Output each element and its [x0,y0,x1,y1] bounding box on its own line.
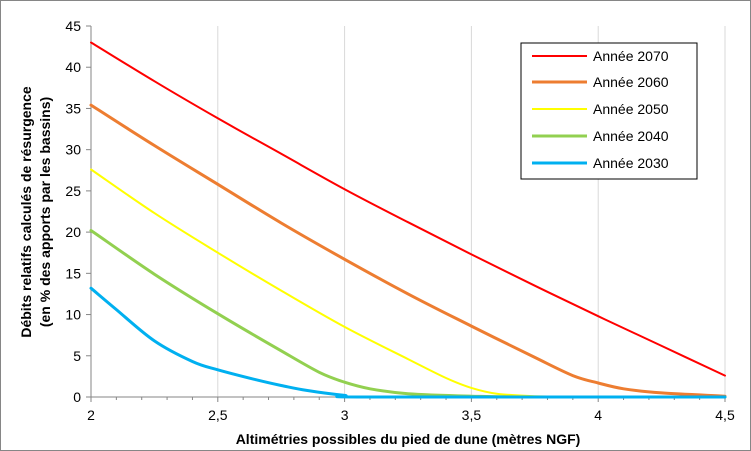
legend-box [520,42,698,180]
legend: Année 2070 Année 2060 Année 2050 Année 2… [520,42,698,180]
y-tick-label-15: 15 [65,265,81,281]
y-tick-label-0: 0 [73,389,81,405]
y-tick-label-20: 20 [65,224,81,240]
tick-labels: 0 5 10 15 20 25 30 35 40 45 2 2,5 3 3,5 4 4,5 [65,18,735,423]
y-tick-label-40: 40 [65,59,81,75]
legend-label-2050: Année 2050 [593,101,669,117]
series-line-année-2060 [89,103,727,398]
series-line-année-2030 [89,286,727,399]
y-tick-label-5: 5 [73,348,81,364]
x-tick-label-2: 2 [87,407,95,423]
x-tick-label-3,5: 3,5 [462,407,482,423]
y-axis-title-line2: (en % des apports par les bassins) [37,97,53,327]
series-lines [89,41,727,399]
y-tick-label-35: 35 [65,100,81,116]
legend-label-2070: Année 2070 [593,48,669,64]
x-tick-label-4,5: 4,5 [715,407,735,423]
legend-label-2030: Année 2030 [593,155,669,171]
legend-label-2040: Année 2040 [593,128,669,144]
y-tick-label-25: 25 [65,183,81,199]
legend-label-2060: Année 2060 [593,74,669,90]
x-tick-label-3: 3 [341,407,349,423]
y-tick-label-10: 10 [65,307,81,323]
x-tick-label-2,5: 2,5 [208,407,228,423]
y-axis-title-line1: Débits relatifs calculés de résurgence [18,86,34,338]
series-line-année-2070 [90,41,726,377]
y-tick-label-45: 45 [65,18,81,34]
x-tick-label-4: 4 [594,407,602,423]
x-axis-title: Altimétries possibles du pied de dune (m… [236,431,581,447]
y-tick-label-30: 30 [65,142,81,158]
